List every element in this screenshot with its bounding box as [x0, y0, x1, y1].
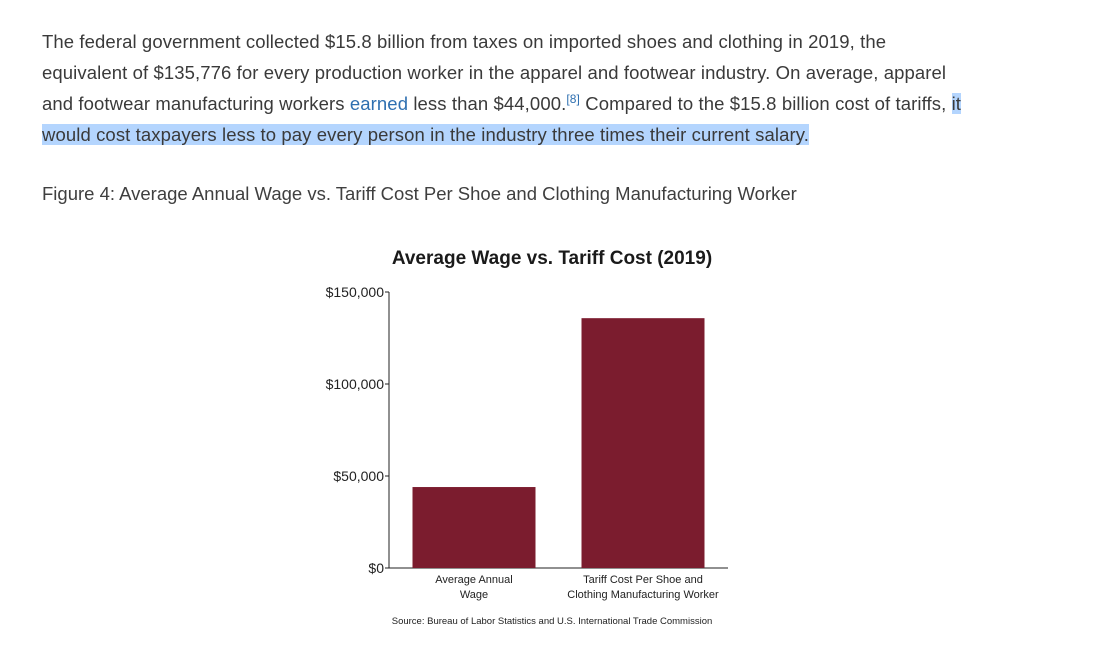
figure-caption: Figure 4: Average Annual Wage vs. Tariff… — [42, 183, 797, 204]
selected-text: would cost taxpayers less to pay every p… — [42, 124, 809, 145]
x-tick-label: Wage — [460, 589, 488, 601]
bar — [581, 318, 705, 568]
paragraph-line-1: The federal government collected $15.8 b… — [42, 31, 887, 52]
y-tick-label: $50,000 — [333, 468, 384, 484]
paragraph-line-3: and footwear manufacturing workers earne… — [42, 88, 1042, 119]
y-tick-label: $0 — [368, 560, 384, 576]
paragraph-text: and footwear manufacturing workers — [42, 93, 350, 114]
chart-source: Source: Bureau of Labor Statistics and U… — [392, 616, 713, 627]
footnote-link[interactable]: [8] — [566, 91, 580, 106]
selected-text: it — [951, 93, 962, 114]
x-tick-label: Tariff Cost Per Shoe and — [583, 574, 703, 586]
chart-title: Average Wage vs. Tariff Cost (2019) — [391, 248, 713, 269]
paragraph-line-4: would cost taxpayers less to pay every p… — [42, 119, 1042, 150]
paragraph-text: less than $44,000. — [408, 93, 567, 114]
x-tick-label: Average Annual — [435, 574, 512, 586]
earned-link[interactable]: earned — [349, 93, 409, 114]
paragraph-text: Compared to the $15.8 billion cost of ta… — [580, 93, 952, 114]
x-tick-label: Clothing Manufacturing Worker — [567, 589, 719, 601]
article-paragraph: The federal government collected $15.8 b… — [42, 26, 1042, 150]
paragraph-line-2: equivalent of $135,776 for every product… — [42, 62, 947, 83]
y-tick-label: $100,000 — [326, 376, 385, 392]
bar — [412, 487, 536, 568]
y-tick-label: $150,000 — [326, 284, 385, 300]
